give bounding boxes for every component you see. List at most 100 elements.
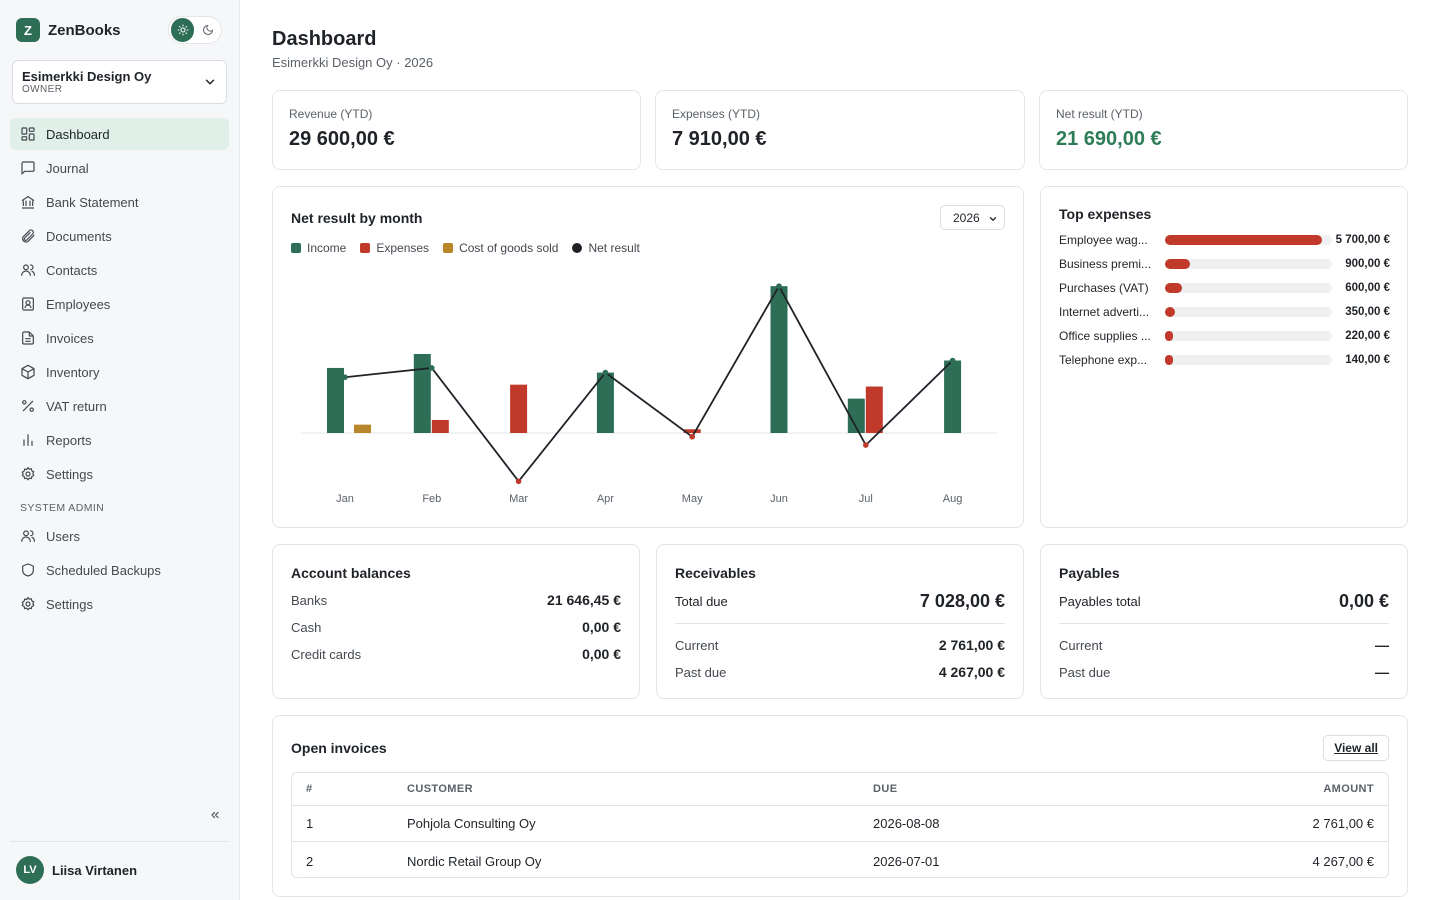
net-result-point	[863, 442, 869, 448]
brand[interactable]: Z ZenBooks	[16, 18, 121, 42]
sun-icon	[177, 24, 188, 36]
expense-row: Telephone exp... 140,00 €	[1059, 352, 1390, 368]
net-result-chart: Jan Feb Mar Apr May Jun Jul Aug	[301, 283, 997, 505]
balance-label: Cash	[291, 619, 322, 635]
balance-value: 0,00 €	[582, 646, 621, 662]
column-header-number[interactable]: #	[306, 783, 313, 795]
sidebar-item-label: Reports	[46, 432, 92, 448]
legend-label: Income	[307, 241, 347, 255]
sidebar-item-users[interactable]: Users	[10, 520, 229, 552]
sidebar-divider	[10, 841, 229, 842]
chevrons-left-icon	[211, 811, 219, 819]
sidebar-item-inventory[interactable]: Inventory	[10, 356, 229, 388]
column-header-customer[interactable]: CUSTOMER	[407, 783, 473, 795]
expense-bar-track	[1165, 331, 1332, 341]
light-mode-button[interactable]	[171, 18, 194, 42]
expense-value: 5 700,00 €	[1335, 234, 1390, 246]
expense-value: 140,00 €	[1345, 354, 1390, 366]
balance-label: Credit cards	[291, 646, 362, 662]
account-balances-title: Account balances	[291, 565, 411, 581]
invoice-due-date: 2026-08-08	[873, 816, 940, 831]
account-balances-card: Account balances Banks 21 646,45 € Cash 0,…	[272, 544, 640, 699]
sidebar-item-label: Journal	[46, 160, 89, 176]
kpi-label: Revenue (YTD)	[289, 107, 373, 121]
open-invoices-title: Open invoices	[291, 740, 387, 756]
legend-label: Expenses	[376, 241, 430, 255]
legend-item-net-result[interactable]: Net result	[572, 241, 640, 255]
sidebar-item-invoices[interactable]: Invoices	[10, 322, 229, 354]
sidebar-item-label: Dashboard	[46, 126, 110, 142]
sidebar-item-vat-return[interactable]: VAT return	[10, 390, 229, 422]
net-result-chart-card: Net result by month 2026 Income Expenses…	[272, 186, 1024, 528]
view-all-invoices-button[interactable]: View all	[1323, 735, 1389, 761]
kpi-value: 29 600,00 €	[289, 128, 395, 150]
sidebar-item-documents[interactable]: Documents	[10, 220, 229, 252]
column-header-amount[interactable]: AMOUNT	[1323, 783, 1374, 795]
users-icon	[21, 530, 35, 542]
page-title: Dashboard	[272, 28, 377, 50]
net-result-point	[776, 283, 782, 289]
legend-swatch	[360, 243, 371, 253]
message-square-icon	[21, 161, 35, 175]
table-row[interactable]: 1 Pohjola Consulting Oy 2026-08-08 2 761…	[292, 806, 1388, 842]
top-expenses-title: Top expenses	[1059, 206, 1152, 222]
organization-name: Esimerkki Design Oy	[22, 69, 152, 84]
expense-bar-track	[1165, 355, 1332, 365]
payables-card: Payables Payables total 0,00 € Current — P…	[1040, 544, 1408, 699]
bar-income	[847, 398, 865, 433]
net-result-point	[689, 433, 695, 440]
table-row[interactable]: 2 Nordic Retail Group Oy 2026-07-01 4 26…	[292, 843, 1388, 877]
sidebar-item-employees[interactable]: Employees	[10, 288, 229, 320]
moon-icon	[202, 24, 213, 35]
expense-value: 900,00 €	[1345, 258, 1390, 270]
legend-item-expenses[interactable]: Expenses	[360, 241, 429, 255]
bar-income	[770, 286, 788, 433]
payables-current-label: Current	[1059, 637, 1103, 653]
expense-bar	[1165, 355, 1173, 365]
kpi-card-expenses: Expenses (YTD) 7 910,00 €	[655, 90, 1025, 170]
expense-bar-track	[1165, 307, 1332, 317]
dark-mode-button[interactable]	[196, 18, 219, 42]
sidebar: Z ZenBooks Esimerkki Design Oy OWNER Das…	[0, 0, 240, 900]
year-select[interactable]: 2026	[940, 205, 1005, 230]
collapse-sidebar-button[interactable]	[206, 806, 224, 824]
sidebar-item-admin-settings[interactable]: Settings	[10, 588, 229, 620]
brand-name: ZenBooks	[48, 21, 121, 39]
legend-item-cogs[interactable]: Cost of goods sold	[443, 241, 558, 255]
sidebar-item-scheduled-backups[interactable]: Scheduled Backups	[10, 554, 229, 586]
kpi-label: Expenses (YTD)	[672, 107, 761, 121]
sidebar-item-label: Scheduled Backups	[46, 562, 161, 578]
invoice-customer: Pohjola Consulting Oy	[407, 816, 536, 831]
invoice-due-date: 2026-07-01	[873, 853, 940, 869]
x-tick-label: Apr	[597, 493, 614, 505]
open-invoices-card: Open invoices View all # CUSTOMER DUE AM…	[272, 715, 1408, 897]
expense-value: 220,00 €	[1345, 330, 1390, 342]
x-tick-label: Jul	[859, 493, 873, 505]
x-tick-label: Aug	[943, 493, 963, 505]
balance-value: 0,00 €	[582, 619, 621, 635]
expense-value: 600,00 €	[1345, 282, 1390, 294]
organization-select[interactable]: Esimerkki Design Oy OWNER	[12, 60, 227, 104]
sidebar-item-reports[interactable]: Reports	[10, 424, 229, 456]
bar-income	[596, 372, 614, 433]
legend-item-income[interactable]: Income	[291, 241, 346, 255]
sidebar-item-bank-statement[interactable]: Bank Statement	[10, 186, 229, 218]
sidebar-item-contacts[interactable]: Contacts	[10, 254, 229, 286]
user-profile[interactable]: LV Liisa Virtanen	[16, 856, 137, 884]
bar-income	[413, 354, 431, 433]
sidebar-item-settings[interactable]: Settings	[10, 458, 229, 490]
sidebar-item-label: Bank Statement	[46, 194, 139, 210]
net-result-point	[949, 357, 956, 364]
x-tick-label: Jun	[770, 493, 788, 505]
net-result-point	[429, 365, 435, 371]
package-icon	[21, 364, 35, 380]
column-header-due[interactable]: DUE	[873, 783, 898, 795]
expense-bar-track	[1165, 235, 1332, 245]
invoice-number: 1	[306, 816, 314, 831]
sidebar-item-dashboard[interactable]: Dashboard	[10, 118, 229, 150]
sidebar-item-journal[interactable]: Journal	[10, 152, 229, 184]
payables-total-value: 0,00 €	[1338, 591, 1389, 611]
payables-title: Payables	[1059, 565, 1120, 581]
sidebar-item-label: Settings	[46, 466, 93, 482]
theme-toggle[interactable]	[168, 16, 222, 44]
